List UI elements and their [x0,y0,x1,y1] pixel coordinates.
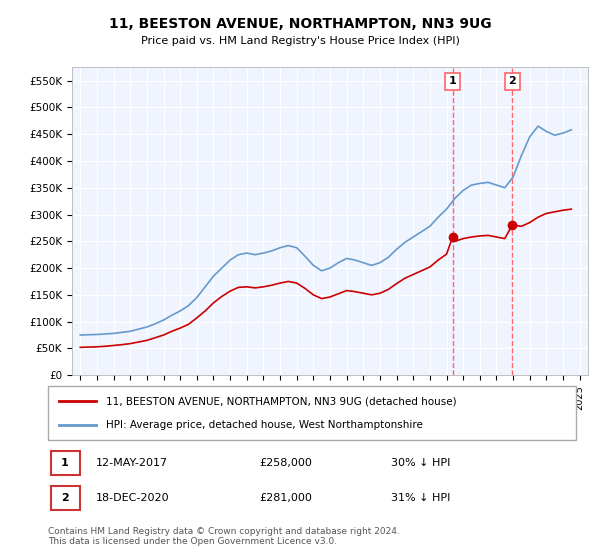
FancyBboxPatch shape [50,486,80,510]
Text: 18-DEC-2020: 18-DEC-2020 [95,493,169,503]
Text: Price paid vs. HM Land Registry's House Price Index (HPI): Price paid vs. HM Land Registry's House … [140,36,460,46]
Text: Contains HM Land Registry data © Crown copyright and database right 2024.
This d: Contains HM Land Registry data © Crown c… [48,526,400,546]
FancyBboxPatch shape [48,386,576,440]
Text: 11, BEESTON AVENUE, NORTHAMPTON, NN3 9UG: 11, BEESTON AVENUE, NORTHAMPTON, NN3 9UG [109,17,491,31]
Text: 2: 2 [509,76,517,86]
Text: 1: 1 [449,76,457,86]
FancyBboxPatch shape [50,451,80,475]
Text: £258,000: £258,000 [259,458,312,468]
Text: £281,000: £281,000 [259,493,312,503]
Text: 30% ↓ HPI: 30% ↓ HPI [391,458,451,468]
Text: 31% ↓ HPI: 31% ↓ HPI [391,493,451,503]
Text: 11, BEESTON AVENUE, NORTHAMPTON, NN3 9UG (detached house): 11, BEESTON AVENUE, NORTHAMPTON, NN3 9UG… [106,396,457,407]
Text: HPI: Average price, detached house, West Northamptonshire: HPI: Average price, detached house, West… [106,419,423,430]
Text: 2: 2 [61,493,69,503]
Text: 12-MAY-2017: 12-MAY-2017 [95,458,167,468]
Text: 1: 1 [61,458,69,468]
